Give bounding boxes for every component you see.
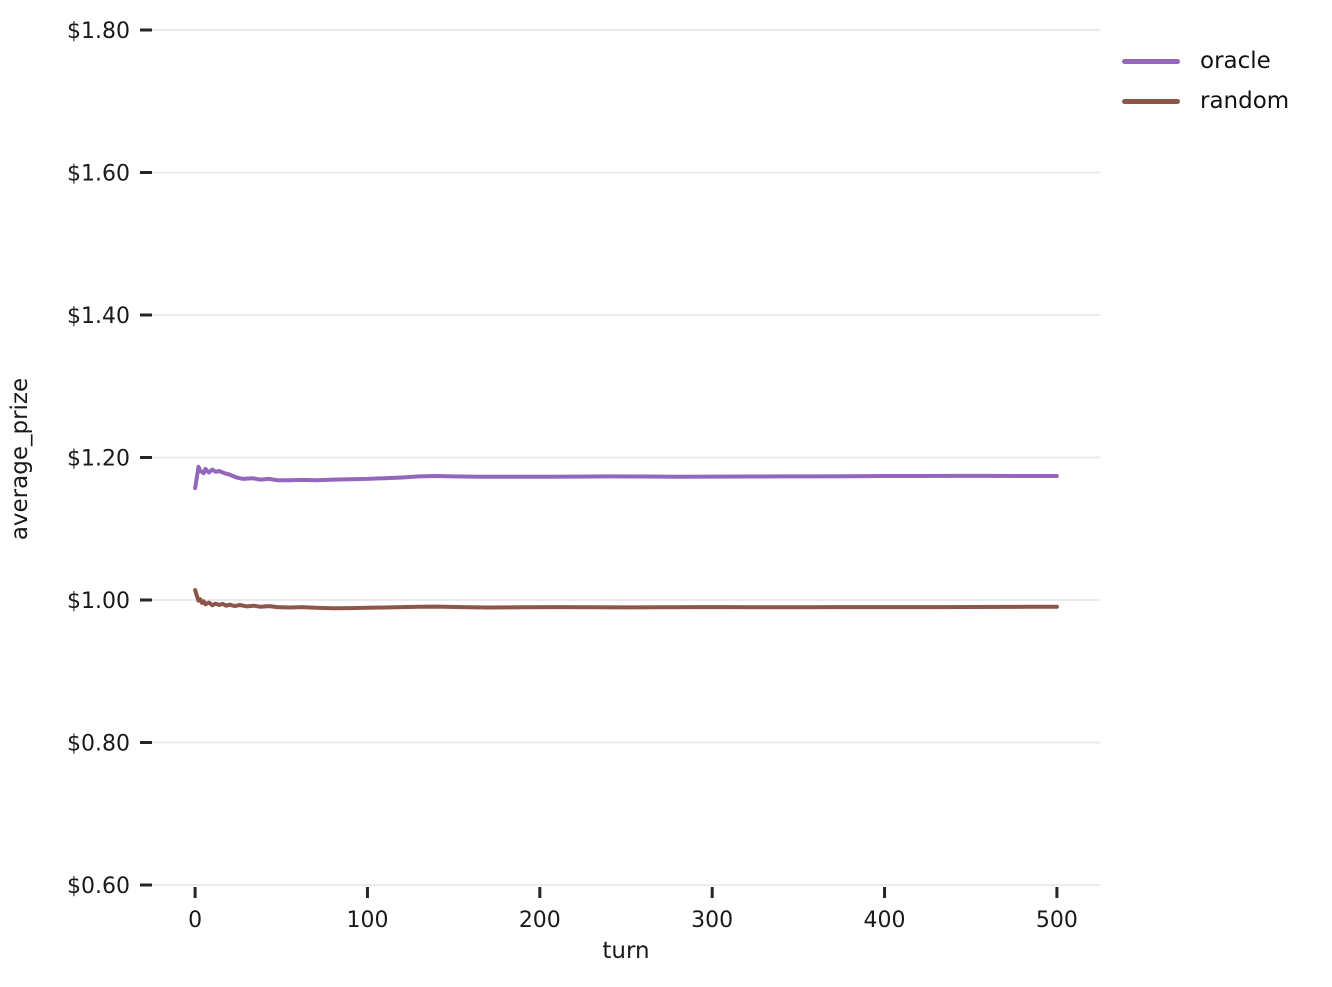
x-tick-label: 300: [691, 908, 733, 933]
legend-entry-random: random: [1122, 86, 1289, 116]
x-tick-label: 200: [519, 908, 561, 933]
x-tick-label: 500: [1036, 908, 1078, 933]
legend-label: random: [1200, 88, 1290, 114]
y-tick-label: $1.40: [67, 304, 130, 329]
legend-entry-oracle: oracle: [1122, 46, 1289, 76]
y-tick-label: $0.60: [67, 874, 130, 899]
y-tick-label: $0.80: [67, 732, 130, 757]
series-line-random: [193, 588, 1059, 611]
legend: oracle random: [1122, 46, 1289, 116]
x-tick-label: 0: [188, 908, 202, 933]
x-tick-label: 400: [864, 908, 906, 933]
legend-swatch-random: [1122, 98, 1180, 104]
series-line-oracle: [193, 464, 1059, 491]
x-tick-label: 100: [346, 908, 388, 933]
y-axis-title: average_prize: [7, 377, 33, 541]
legend-label: oracle: [1200, 48, 1271, 74]
y-tick-label: $1.80: [67, 19, 130, 44]
y-tick-label: $1.60: [67, 162, 130, 187]
x-axis-title: turn: [602, 938, 650, 964]
legend-swatch-oracle: [1122, 58, 1180, 64]
y-tick-label: $1.00: [67, 589, 130, 614]
y-tick-label: $1.20: [67, 447, 130, 472]
